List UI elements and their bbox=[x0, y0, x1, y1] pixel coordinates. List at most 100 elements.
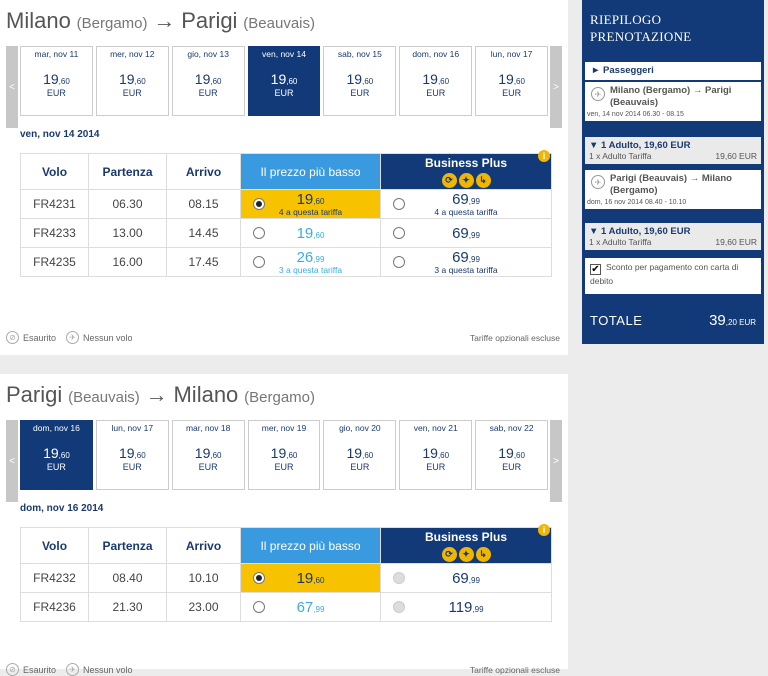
business-plus-fare-option[interactable]: 69,99 bbox=[380, 563, 552, 593]
date-price: 19,60 bbox=[43, 71, 70, 87]
col-business-plus: Business Plus ⟳ ✦ ↳ i bbox=[380, 524, 552, 564]
date-option[interactable]: dom, nov 16 19,60 EUR bbox=[399, 46, 473, 116]
fare-radio[interactable] bbox=[253, 601, 265, 613]
business-plus-fare-option[interactable]: 119,99 bbox=[380, 592, 552, 622]
summary-pax-outbound[interactable]: ▼ 1 Adulto, 19,60 EUR 1 x Adulto Tariffa… bbox=[585, 137, 761, 164]
debit-card-checkbox[interactable]: ✔ bbox=[590, 264, 601, 275]
no-flight-icon: ✈ bbox=[66, 663, 80, 676]
date-currency: EUR bbox=[502, 88, 522, 98]
info-icon[interactable]: i bbox=[538, 150, 550, 162]
fare-radio[interactable] bbox=[253, 227, 265, 239]
departure-time: 13.00 bbox=[88, 218, 167, 248]
fare-radio[interactable] bbox=[253, 198, 265, 210]
date-option[interactable]: sab, nov 22 19,60 EUR bbox=[475, 420, 549, 490]
summary-pax-return[interactable]: ▼ 1 Adulto, 19,60 EUR 1 x Adulto Tariffa… bbox=[585, 223, 761, 250]
arrival-time: 08.15 bbox=[166, 189, 241, 219]
legend: ⊘ Esaurito ✈ Nessun volo bbox=[6, 331, 133, 344]
booking-summary: RIEPILOGO PRENOTAZIONE ► Passeggeri ✈ Mi… bbox=[582, 0, 764, 344]
date-currency: EUR bbox=[198, 462, 218, 472]
date-label: gio, nov 13 bbox=[187, 49, 229, 59]
optional-fares-note: Tariffe opzionali escluse bbox=[469, 333, 560, 343]
date-label: sab, nov 15 bbox=[337, 49, 382, 59]
date-price: 19,60 bbox=[194, 445, 222, 461]
date-currency: EUR bbox=[46, 462, 66, 472]
lowest-fare-option[interactable]: 26,99 3 a questa tariffa bbox=[240, 247, 381, 277]
sold-out-icon: ⊘ bbox=[6, 663, 19, 676]
return-flights-table: Volo Partenza Arrivo Il prezzo più basso Bus… bbox=[20, 524, 552, 622]
lowest-fare-option[interactable]: 19,60 bbox=[240, 218, 381, 248]
date-currency: EUR bbox=[274, 462, 294, 472]
return-panel: Parigi (Beauvais) → Milano (Bergamo) < d… bbox=[0, 374, 568, 676]
passengers-toggle[interactable]: ► Passeggeri bbox=[585, 62, 761, 80]
fare-radio[interactable] bbox=[253, 572, 265, 584]
priority-icon: ⟳ bbox=[441, 172, 457, 188]
fare-radio[interactable] bbox=[393, 601, 405, 613]
summary-title: RIEPILOGO PRENOTAZIONE bbox=[590, 12, 692, 44]
lowest-fare-option[interactable]: 19,60 bbox=[240, 563, 381, 593]
date-price: 19,60 bbox=[194, 71, 222, 87]
prev-dates-button[interactable]: < bbox=[6, 420, 18, 502]
flight-code: FR4232 bbox=[20, 563, 89, 593]
date-option[interactable]: lun, nov 17 19,60 EUR bbox=[95, 420, 169, 490]
date-currency: EUR bbox=[46, 88, 66, 98]
flight-code: FR4231 bbox=[20, 189, 89, 219]
date-option[interactable]: ven, nov 21 19,60 EUR bbox=[399, 420, 473, 490]
date-price: 19,60 bbox=[270, 445, 298, 461]
date-option[interactable]: gio, nov 13 19,60 EUR bbox=[171, 46, 245, 116]
business-plus-fare-option[interactable]: 69,99 4 a questa tariffa bbox=[380, 189, 552, 219]
flight-code: FR4233 bbox=[20, 218, 89, 248]
flight-code: FR4235 bbox=[20, 247, 89, 277]
date-price: 19,60 bbox=[43, 445, 70, 461]
col-lowest-price: Il prezzo più basso bbox=[240, 527, 381, 564]
date-label: dom, nov 16 bbox=[412, 49, 460, 59]
date-label: dom, nov 16 bbox=[33, 423, 80, 433]
col-arrival: Arrivo bbox=[166, 153, 241, 190]
date-option[interactable]: mar, nov 18 19,60 EUR bbox=[171, 420, 245, 490]
fare-radio[interactable] bbox=[393, 227, 405, 239]
date-option[interactable]: dom, nov 16 19,60 EUR bbox=[20, 420, 93, 490]
plane-icon: ✈ bbox=[591, 87, 605, 101]
business-plus-fare-option[interactable]: 69,99 bbox=[380, 218, 552, 248]
fare-radio[interactable] bbox=[393, 256, 405, 268]
date-option[interactable]: mar, nov 11 19,60 EUR bbox=[20, 46, 93, 116]
table-row: FR4235 16.00 17.45 26,99 3 a questa tariffa 6… bbox=[20, 247, 552, 277]
lowest-fare-option[interactable]: 67,99 bbox=[240, 592, 381, 622]
summary-leg-outbound: ✈ Milano (Bergamo) → Parigi (Beauvais) v… bbox=[585, 82, 761, 121]
col-departure: Partenza bbox=[88, 153, 167, 190]
outbound-panel: Milano (Bergamo) → Parigi (Beauvais) < m… bbox=[0, 0, 568, 355]
date-option[interactable]: gio, nov 20 19,60 EUR bbox=[323, 420, 397, 490]
summary-leg-return: ✈ Parigi (Beauvais) → Milano (Bergamo) d… bbox=[585, 170, 761, 209]
departure-time: 08.40 bbox=[88, 563, 167, 593]
date-currency: EUR bbox=[502, 462, 522, 472]
date-label: lun, nov 17 bbox=[490, 49, 533, 59]
date-label: mar, nov 11 bbox=[34, 49, 79, 59]
date-option[interactable]: mer, nov 19 19,60 EUR bbox=[247, 420, 321, 490]
next-dates-button[interactable]: > bbox=[550, 420, 562, 502]
date-currency: EUR bbox=[122, 462, 142, 472]
date-option[interactable]: lun, nov 17 19,60 EUR bbox=[475, 46, 549, 116]
return-date-strip: dom, nov 16 19,60 EUR lun, nov 17 19,60 EUR ma… bbox=[20, 420, 549, 490]
prev-dates-button[interactable]: < bbox=[6, 46, 18, 128]
next-dates-button[interactable]: > bbox=[550, 46, 562, 128]
date-currency: EUR bbox=[350, 462, 370, 472]
date-option[interactable]: ven, nov 14 19,60 EUR bbox=[247, 46, 321, 116]
business-plus-fare-option[interactable]: 69,99 3 a questa tariffa bbox=[380, 247, 552, 277]
fare-radio[interactable] bbox=[253, 256, 265, 268]
col-business-plus: Business Plus ⟳ ✦ ↳ i bbox=[380, 150, 552, 190]
lowest-fare-option[interactable]: 19,60 4 a questa tariffa bbox=[240, 189, 381, 219]
total-value: 39,20 EUR bbox=[709, 312, 756, 329]
fare-radio[interactable] bbox=[393, 572, 405, 584]
arrival-time: 17.45 bbox=[166, 247, 241, 277]
table-row: FR4233 13.00 14.45 19,60 69,99 bbox=[20, 218, 552, 248]
date-price: 19,60 bbox=[118, 71, 146, 87]
fare-radio[interactable] bbox=[393, 198, 405, 210]
date-price: 19,60 bbox=[346, 71, 374, 87]
date-price: 19,60 bbox=[498, 445, 525, 461]
info-icon[interactable]: i bbox=[538, 524, 550, 536]
date-option[interactable]: sab, nov 15 19,60 EUR bbox=[323, 46, 397, 116]
date-option[interactable]: mer, nov 12 19,60 EUR bbox=[95, 46, 169, 116]
flexible-icon: ↳ bbox=[475, 546, 491, 562]
arrival-time: 23.00 bbox=[166, 592, 241, 622]
legend: ⊘ Esaurito ✈ Nessun volo bbox=[6, 663, 133, 676]
date-label: ven, nov 14 bbox=[262, 49, 306, 59]
